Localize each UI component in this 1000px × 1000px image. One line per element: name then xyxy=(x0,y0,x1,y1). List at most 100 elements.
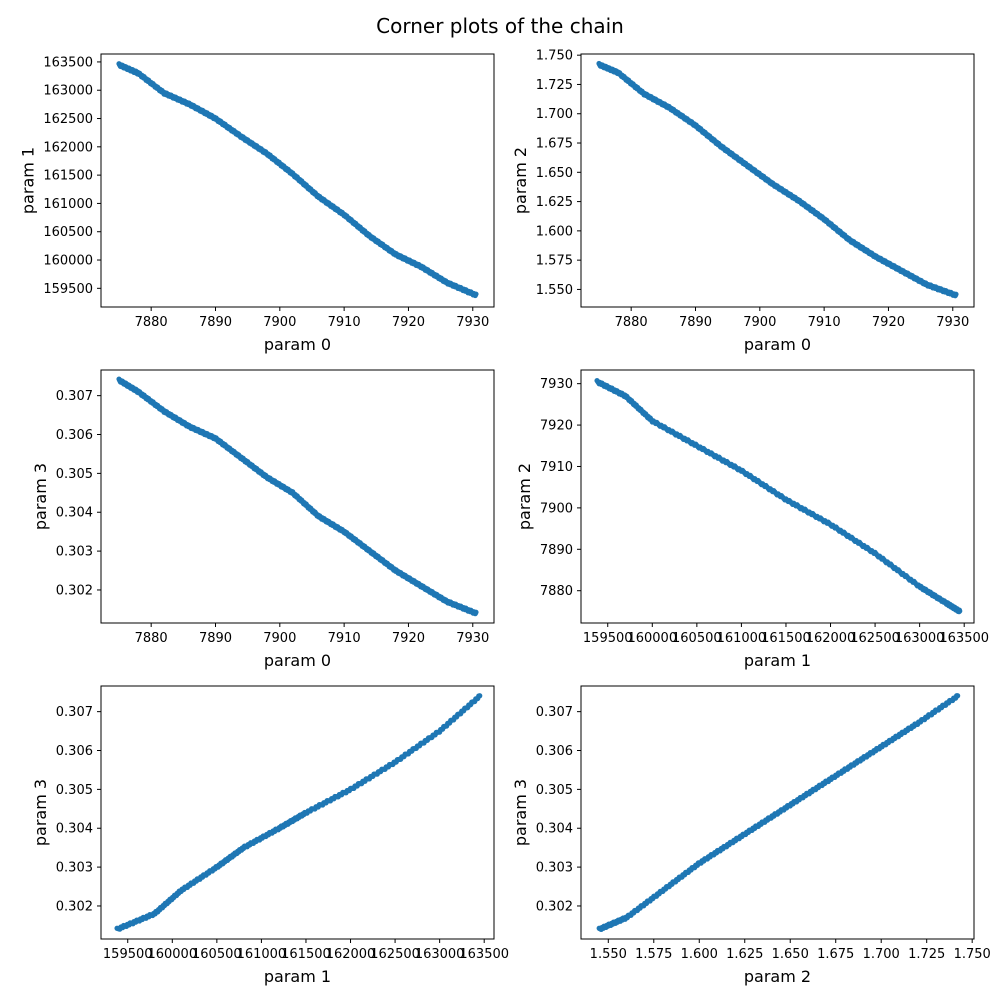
y-tick-label: 0.307 xyxy=(536,705,573,720)
subplot-0: 7880 7890 7900 7910 7920 7930 159500 160000 1605… xyxy=(18,53,495,354)
y-tick-label: 161000 xyxy=(43,197,93,212)
y-tick-label: 7880 xyxy=(540,584,573,599)
y-axis-label: param 3 xyxy=(31,463,50,530)
y-tick-label: 1.725 xyxy=(536,78,573,93)
scatter-points xyxy=(596,60,959,299)
x-tick-label: 7890 xyxy=(199,631,232,646)
x-tick-label: 160000 xyxy=(147,947,197,962)
y-tick-label: 0.303 xyxy=(56,545,93,560)
y-tick-label: 1.600 xyxy=(536,224,573,239)
y-tick-label: 0.302 xyxy=(536,899,573,914)
x-tick-label: 7890 xyxy=(679,315,712,330)
axes-frame xyxy=(580,369,975,624)
x-tick-label: 1.725 xyxy=(908,947,945,962)
data-point xyxy=(957,608,963,614)
x-tick-label: 7930 xyxy=(456,631,489,646)
x-tick-label: 162500 xyxy=(370,947,420,962)
x-tick-label: 161500 xyxy=(281,947,331,962)
y-tick-label: 7900 xyxy=(540,501,573,516)
scatter-points xyxy=(116,61,479,299)
x-tick-label: 7920 xyxy=(392,631,425,646)
y-tick-label: 0.304 xyxy=(536,822,573,837)
subplot-3: 1595001600001605001610001615001620001625… xyxy=(515,369,989,670)
x-tick-label: 7880 xyxy=(615,315,648,330)
y-tick-label: 0.305 xyxy=(56,467,93,482)
figure-title: Corner plots of the chain xyxy=(376,14,624,38)
y-tick-label: 0.307 xyxy=(56,705,93,720)
y-tick-label: 0.307 xyxy=(56,389,93,404)
y-tick-label: 0.304 xyxy=(56,506,93,521)
axes-frame xyxy=(100,369,495,624)
axes-frame xyxy=(580,53,975,308)
y-tick-label: 0.306 xyxy=(56,744,93,759)
x-tick-label: 7890 xyxy=(199,315,232,330)
x-tick-label: 162500 xyxy=(850,631,900,646)
y-tick-label: 0.306 xyxy=(536,744,573,759)
x-tick-label: 7930 xyxy=(936,315,969,330)
x-tick-label: 160500 xyxy=(192,947,242,962)
x-tick-label: 159500 xyxy=(583,631,633,646)
y-tick-label: 7910 xyxy=(540,460,573,475)
x-tick-label: 1.650 xyxy=(772,947,809,962)
y-tick-label: 1.700 xyxy=(536,107,573,122)
scatter-points xyxy=(594,377,963,615)
data-point xyxy=(955,693,961,699)
x-tick-label: 163000 xyxy=(895,631,945,646)
y-axis-label: param 3 xyxy=(511,779,530,846)
y-tick-label: 1.625 xyxy=(536,195,573,210)
y-tick-label: 1.575 xyxy=(536,254,573,269)
y-tick-label: 1.675 xyxy=(536,137,573,152)
subplot-4: 1595001600001605001610001615001620001625… xyxy=(31,685,509,986)
x-tick-label: 7920 xyxy=(872,315,905,330)
x-tick-label: 161000 xyxy=(717,631,767,646)
y-tick-label: 163000 xyxy=(43,84,93,99)
scatter-points xyxy=(116,376,479,617)
y-tick-label: 161500 xyxy=(43,169,93,184)
x-tick-label: 1.675 xyxy=(817,947,854,962)
y-tick-label: 0.305 xyxy=(536,783,573,798)
y-axis-label: param 1 xyxy=(18,147,37,214)
y-tick-label: 1.650 xyxy=(536,166,573,181)
x-tick-label: 159500 xyxy=(103,947,153,962)
y-tick-label: 159500 xyxy=(43,282,93,297)
y-tick-label: 160500 xyxy=(43,225,93,240)
x-tick-label: 1.550 xyxy=(590,947,627,962)
axes-frame xyxy=(100,53,495,308)
y-tick-label: 7930 xyxy=(540,377,573,392)
data-point xyxy=(953,291,959,297)
x-axis-label: param 1 xyxy=(264,967,331,986)
x-tick-label: 7910 xyxy=(328,631,361,646)
x-tick-label: 7900 xyxy=(263,631,296,646)
x-tick-label: 161500 xyxy=(761,631,811,646)
subplot-5: 1.550 1.575 1.600 1.625 1.650 1.675 1.700 1.725… xyxy=(511,685,991,986)
y-tick-label: 7890 xyxy=(540,543,573,558)
y-axis-label: param 3 xyxy=(31,779,50,846)
subplot-2: 7880 7890 7900 7910 7920 7930 0.302 0.303 0.304 0… xyxy=(31,369,495,670)
axes-frame xyxy=(580,685,975,940)
x-tick-label: 163000 xyxy=(415,947,465,962)
x-tick-label: 1.600 xyxy=(681,947,718,962)
y-tick-label: 7920 xyxy=(540,419,573,434)
y-axis-label: param 2 xyxy=(515,463,534,530)
scatter-points xyxy=(114,693,483,932)
x-tick-label: 163500 xyxy=(459,947,509,962)
axes-frame xyxy=(100,685,495,940)
y-tick-label: 0.303 xyxy=(56,861,93,876)
subplot-1: 7880 7890 7900 7910 7920 7930 1.550 1.575 1.600 1… xyxy=(511,49,975,354)
y-tick-label: 0.304 xyxy=(56,822,93,837)
x-tick-label: 1.575 xyxy=(635,947,672,962)
data-point xyxy=(477,693,483,699)
y-tick-label: 162500 xyxy=(43,112,93,127)
y-tick-label: 1.750 xyxy=(536,49,573,64)
x-tick-label: 1.750 xyxy=(954,947,991,962)
x-tick-label: 1.625 xyxy=(726,947,763,962)
y-tick-label: 0.302 xyxy=(56,583,93,598)
x-tick-label: 162000 xyxy=(806,631,856,646)
x-axis-label: param 2 xyxy=(744,967,811,986)
x-tick-label: 7930 xyxy=(456,315,489,330)
x-tick-label: 7880 xyxy=(135,631,168,646)
y-tick-label: 0.306 xyxy=(56,428,93,443)
x-tick-label: 160500 xyxy=(672,631,722,646)
x-axis-label: param 0 xyxy=(744,335,811,354)
